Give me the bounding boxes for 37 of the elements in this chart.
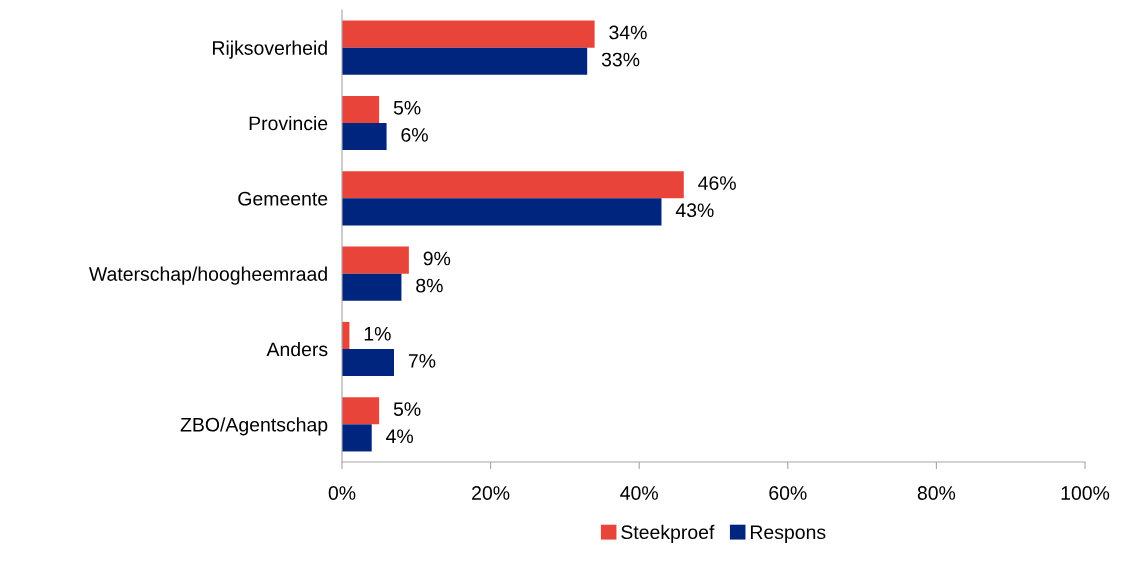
data-label: 8% xyxy=(416,278,443,293)
data-label: 5% xyxy=(393,402,421,416)
data-label: 5% xyxy=(393,100,421,115)
x-tick-label: 0% xyxy=(328,486,356,500)
y-tick-label: Gemeente xyxy=(238,191,328,206)
x-tick-label: 20% xyxy=(472,486,510,500)
bar xyxy=(342,95,380,123)
y-tick-label: Rijksoverheid xyxy=(213,40,327,59)
bar xyxy=(342,424,372,452)
data-label: 33% xyxy=(601,52,640,67)
bar xyxy=(342,20,595,48)
x-tick-label: 100% xyxy=(1061,486,1110,500)
data-label: 46% xyxy=(698,176,736,190)
bar xyxy=(342,123,387,151)
y-tick-label: Waterschap/hoogheemraad xyxy=(88,266,327,285)
data-label: 43% xyxy=(675,203,714,218)
x-tick-label: 60% xyxy=(769,486,807,500)
bar xyxy=(342,349,395,377)
bar xyxy=(342,47,588,75)
legend-label: Respons xyxy=(750,525,826,543)
data-label: 1% xyxy=(364,326,391,341)
y-tick-label: ZBO/Agentschap xyxy=(180,417,328,436)
data-label: 4% xyxy=(386,429,414,444)
data-label: 7% xyxy=(408,354,436,368)
bar xyxy=(342,397,380,425)
bar xyxy=(342,273,402,301)
bar xyxy=(342,171,684,199)
data-label: 6% xyxy=(401,128,428,142)
x-tick-label: 80% xyxy=(917,486,956,500)
y-tick-label: Provincie xyxy=(249,115,328,131)
bar xyxy=(342,198,662,226)
x-tick-label: 40% xyxy=(620,486,658,500)
data-label: 9% xyxy=(423,251,451,266)
data-label: 34% xyxy=(609,25,647,40)
legend-label: Steekproef xyxy=(621,524,715,543)
y-tick-label: Anders xyxy=(266,341,328,357)
bar xyxy=(342,246,409,274)
